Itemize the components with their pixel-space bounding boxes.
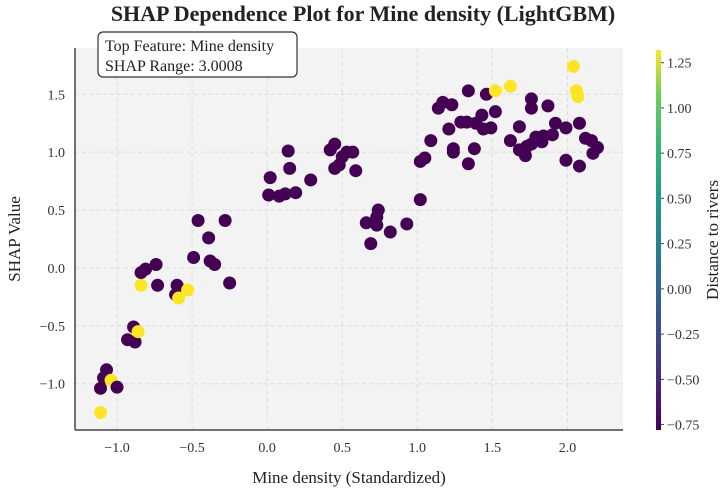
x-tick-label: 2.0 <box>559 441 577 456</box>
scatter-point <box>359 216 373 230</box>
scatter-point <box>278 187 292 201</box>
scatter-point <box>181 283 195 297</box>
scatter-point <box>572 159 586 173</box>
annotation-box: Top Feature: Mine density SHAP Range: 3.… <box>97 31 298 78</box>
colorbar-tick-label: 0.75 <box>667 147 692 162</box>
scatter-point <box>488 84 502 98</box>
x-tick-label: −1.0 <box>104 441 129 456</box>
scatter-point <box>263 171 277 185</box>
scatter-point <box>371 203 385 217</box>
colorbar-label: Distance to rivers <box>703 180 722 300</box>
scatter-point <box>349 164 363 178</box>
scatter-point <box>187 251 201 265</box>
colorbar <box>656 50 661 430</box>
colorbar-tick-label: 0.50 <box>667 192 692 207</box>
x-tick-label: 1.0 <box>409 441 427 456</box>
colorbar-tick-label: 0.25 <box>667 238 692 253</box>
x-tick-label: 1.5 <box>484 441 502 456</box>
scatter-point <box>524 92 538 106</box>
scatter-point <box>484 121 498 135</box>
scatter-point <box>208 257 222 271</box>
scatter-point <box>467 142 481 156</box>
scatter-point <box>545 128 559 142</box>
x-tick-label: 0.5 <box>333 441 351 456</box>
y-ticks: −1.0 −0.5 0.0 0.5 1.0 1.5 <box>40 88 65 392</box>
scatter-point <box>461 84 475 98</box>
scatter-point <box>289 186 303 200</box>
plot-area <box>75 48 623 430</box>
scatter-point <box>442 122 456 136</box>
colorbar-tick-label: −0.50 <box>667 373 699 388</box>
x-ticks: −1.0 −0.5 0.0 0.5 1.0 1.5 2.0 <box>104 441 576 456</box>
scatter-point <box>139 262 153 276</box>
annotation-frame <box>97 31 298 78</box>
scatter-point <box>223 276 237 290</box>
scatter-point <box>524 101 538 115</box>
scatter-point <box>128 335 142 349</box>
colorbar-tick-label: −0.25 <box>667 328 699 343</box>
scatter-point <box>559 121 573 135</box>
scatter-point <box>94 381 108 395</box>
scatter-point <box>572 116 586 130</box>
y-tick-label: 0.5 <box>48 204 66 219</box>
scatter-point <box>503 134 517 148</box>
scatter-point <box>383 225 397 239</box>
scatter-point <box>566 60 580 74</box>
scatter-point <box>512 120 526 134</box>
y-tick-label: −0.5 <box>40 320 65 335</box>
scatter-point <box>488 105 502 119</box>
scatter-point <box>94 406 108 420</box>
scatter-point <box>262 188 276 202</box>
scatter-point <box>590 141 604 155</box>
scatter-point <box>346 145 360 159</box>
scatter-point <box>304 173 318 187</box>
chart-title: SHAP Dependence Plot for Mine density (L… <box>111 1 615 26</box>
scatter-point <box>475 108 489 122</box>
scatter-point <box>541 99 555 113</box>
scatter-point <box>131 325 145 339</box>
scatter-point <box>172 291 186 305</box>
scatter-point <box>151 278 165 292</box>
scatter-point <box>202 231 216 245</box>
colorbar-tick-label: −0.75 <box>667 419 699 434</box>
scatter-point <box>503 79 517 93</box>
scatter-point <box>418 151 432 165</box>
scatter-point <box>134 278 148 292</box>
scatter-point <box>281 144 295 158</box>
colorbar-tick-label: 0.00 <box>667 283 692 298</box>
scatter-point <box>370 218 384 232</box>
colorbar-tick-label: 1.00 <box>667 102 692 117</box>
scatter-point <box>110 380 124 394</box>
y-tick-label: 1.5 <box>48 88 66 103</box>
scatter-point <box>461 157 475 171</box>
x-tick-label: 0.0 <box>258 441 276 456</box>
y-tick-label: −1.0 <box>40 378 65 393</box>
scatter-point <box>413 193 427 207</box>
scatter-point <box>445 98 459 112</box>
scatter-point <box>571 90 585 104</box>
scatter-point <box>283 161 297 175</box>
scatter-point <box>548 116 562 130</box>
scatter-point <box>328 137 342 151</box>
colorbar-ticks: 1.25 1.00 0.75 0.50 0.25 0.00 −0.25 −0.50 −0.75 <box>661 57 699 434</box>
y-axis-label: SHAP Value <box>5 196 24 281</box>
colorbar-tick-label: 1.25 <box>667 57 692 72</box>
scatter-point <box>446 145 460 159</box>
y-tick-label: 0.0 <box>48 262 66 277</box>
y-tick-label: 1.0 <box>48 146 66 161</box>
scatter-point <box>149 257 163 271</box>
scatter-point <box>559 153 573 167</box>
scatter-points <box>94 60 604 420</box>
x-tick-label: −0.5 <box>179 441 204 456</box>
scatter-point <box>191 213 205 227</box>
scatter-point <box>424 134 438 148</box>
scatter-point <box>400 217 414 231</box>
scatter-point <box>364 237 378 251</box>
annotation-line-1: Top Feature: Mine density <box>105 38 274 55</box>
scatter-point <box>218 213 232 227</box>
x-axis-label: Mine density (Standardized) <box>252 468 446 487</box>
annotation-line-2: SHAP Range: 3.0008 <box>105 58 243 75</box>
scatter-point <box>100 363 114 377</box>
